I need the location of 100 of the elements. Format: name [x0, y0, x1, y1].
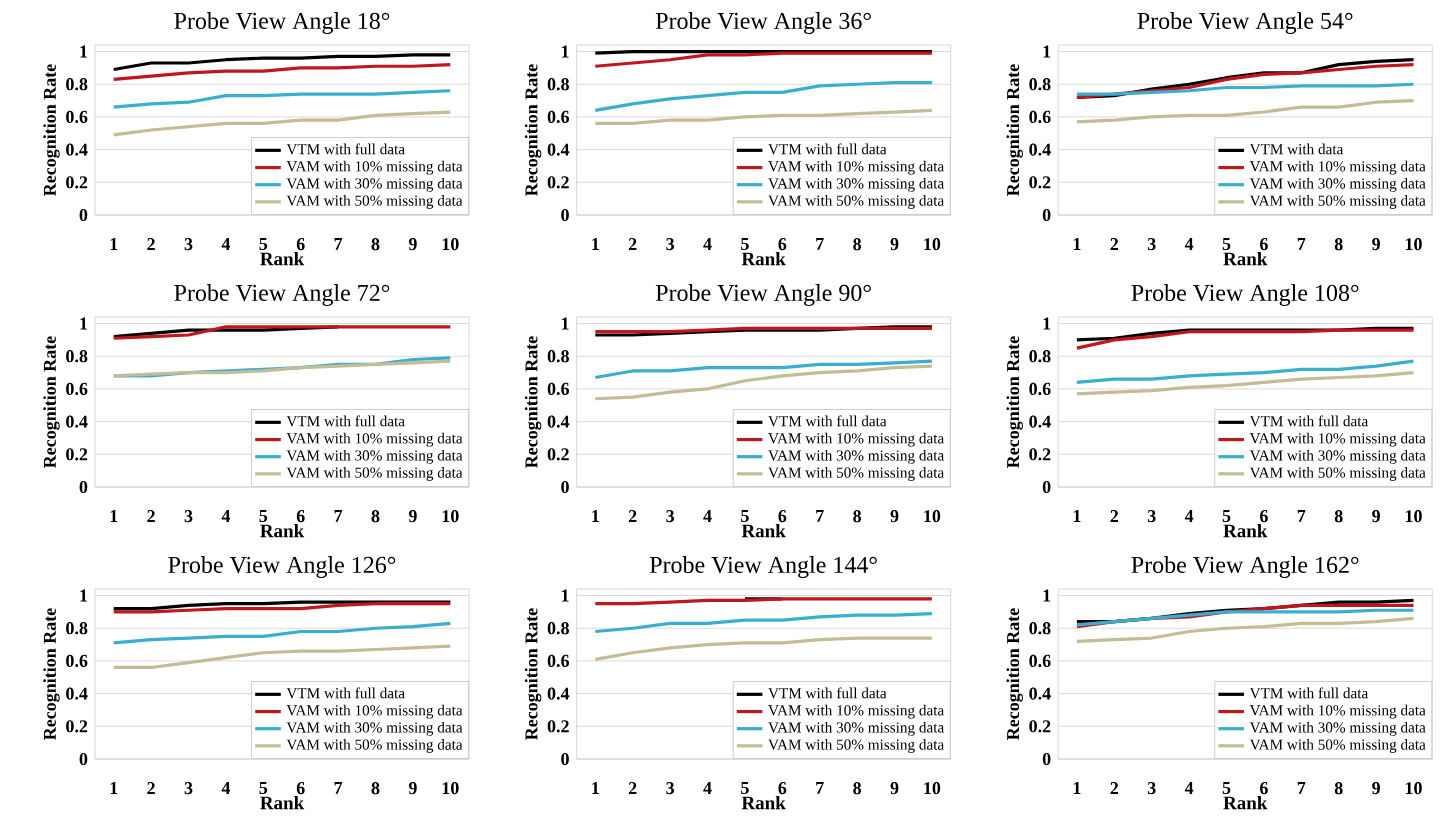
y-tick-label: 0.8 — [66, 350, 88, 363]
legend-label: VAM with 30% missing data — [286, 449, 463, 464]
x-axis-title: Rank — [260, 523, 305, 538]
y-tick-label: 1 — [1043, 317, 1051, 330]
legend-label: VAM with 30% missing data — [1249, 177, 1426, 192]
x-tick-label: 2 — [628, 782, 637, 794]
x-tick-label: 7 — [816, 782, 824, 794]
y-tick-label: 0.4 — [66, 143, 88, 156]
x-tick-label: 6 — [296, 510, 305, 523]
x-tick-label: 2 — [1110, 510, 1119, 522]
legend-label: VTM with full data — [768, 687, 887, 699]
legend-label: VAM with 50% missing data — [286, 467, 463, 481]
legend-label: VAM with 50% missing data — [768, 739, 945, 753]
y-tick-label: 0 — [1042, 752, 1051, 766]
x-axis-title: Rank — [1223, 251, 1268, 266]
chart-title: Probe View Angle 108° — [1131, 284, 1359, 306]
y-tick-label: 1 — [80, 589, 87, 602]
y-axis-title: Recognition Rate — [524, 336, 542, 468]
x-tick-label: 8 — [853, 782, 862, 795]
x-tick-label: 7 — [816, 510, 824, 522]
x-tick-label: 7 — [816, 238, 824, 250]
legend-label: VAM with 10% missing data — [286, 160, 463, 175]
y-tick-label: 1 — [1043, 589, 1051, 602]
legend-label: VAM with 50% missing data — [768, 195, 945, 209]
x-tick-label: 9 — [1372, 782, 1380, 795]
x-tick-label: 4 — [703, 238, 712, 250]
x-tick-label: 10 — [924, 782, 941, 795]
y-tick-label: 0 — [1042, 480, 1051, 494]
x-axis-title: Rank — [260, 251, 305, 266]
x-tick-label: 4 — [221, 510, 231, 522]
y-tick-label: 1 — [1043, 45, 1051, 58]
legend-label: VAM with 50% missing data — [1249, 195, 1426, 209]
y-tick-label: 0.8 — [1029, 622, 1051, 635]
x-tick-label: 2 — [147, 782, 155, 794]
y-tick-label: 0.8 — [1029, 78, 1051, 91]
legend-label: VTM with full data — [286, 143, 405, 155]
x-tick-label: 1 — [592, 782, 599, 794]
x-tick-label: 8 — [853, 238, 862, 251]
y-tick-label: 0.4 — [66, 687, 88, 700]
x-tick-label: 3 — [666, 238, 674, 251]
legend-label: VAM with 10% missing data — [1249, 160, 1426, 175]
x-tick-label: 7 — [334, 238, 343, 250]
y-tick-label: 0.4 — [547, 687, 570, 700]
y-tick-label: 0.4 — [1029, 143, 1051, 156]
y-tick-label: 1 — [80, 45, 87, 58]
y-tick-label: 0.6 — [66, 654, 88, 668]
x-tick-label: 2 — [147, 510, 155, 522]
x-tick-label: 3 — [1147, 510, 1156, 523]
legend-label: VTM with full data — [286, 415, 405, 427]
x-axis-title: Rank — [741, 795, 786, 810]
y-tick-label: 0.2 — [547, 448, 569, 461]
x-tick-label: 8 — [371, 510, 380, 523]
x-tick-label: 2 — [628, 238, 637, 250]
legend-label: VAM with 30% missing data — [286, 721, 463, 736]
y-tick-label: 0.2 — [66, 720, 88, 733]
x-tick-label: 6 — [1260, 782, 1268, 795]
x-tick-label: 10 — [1405, 238, 1422, 251]
legend-label: VAM with 10% missing data — [286, 704, 463, 719]
x-tick-label: 5 — [741, 782, 749, 795]
legend-label: VAM with 50% missing data — [286, 195, 463, 209]
legend-label: VAM with 10% missing data — [1249, 432, 1426, 447]
y-tick-label: 0 — [561, 480, 569, 494]
x-tick-label: 3 — [184, 238, 193, 251]
x-tick-label: 1 — [110, 238, 118, 250]
x-tick-label: 9 — [890, 510, 899, 523]
y-tick-label: 0 — [561, 752, 569, 766]
x-tick-label: 9 — [890, 238, 899, 251]
x-tick-label: 1 — [1073, 510, 1081, 522]
x-tick-label: 6 — [778, 782, 787, 795]
legend-label: VAM with 10% missing data — [768, 432, 945, 447]
legend-label: VTM with data — [1249, 143, 1344, 155]
y-tick-label: 0.8 — [547, 350, 569, 363]
chart-title: Probe View Angle 36° — [655, 12, 871, 34]
y-tick-label: 0.8 — [547, 622, 569, 635]
chart-title: Probe View Angle 144° — [649, 556, 877, 578]
y-tick-label: 1 — [561, 45, 569, 58]
x-tick-label: 4 — [1184, 510, 1194, 522]
x-tick-label: 8 — [1334, 238, 1343, 251]
y-tick-label: 0.4 — [547, 415, 570, 428]
y-axis-title: Recognition Rate — [1006, 336, 1023, 468]
x-tick-label: 4 — [1184, 238, 1194, 250]
x-tick-label: 4 — [221, 238, 231, 250]
legend-label: VAM with 30% missing data — [768, 177, 945, 192]
y-axis-title: Recognition Rate — [1006, 64, 1023, 196]
x-tick-label: 9 — [408, 510, 417, 523]
x-tick-label: 1 — [110, 510, 118, 522]
x-tick-label: 5 — [259, 510, 268, 523]
y-tick-label: 0.2 — [1029, 176, 1051, 189]
x-tick-label: 5 — [259, 238, 268, 251]
x-tick-label: 7 — [334, 782, 343, 794]
x-axis-title: Rank — [741, 523, 786, 538]
y-tick-label: 0.8 — [66, 622, 88, 635]
legend-label: VAM with 10% missing data — [768, 704, 945, 719]
chart-title: Probe View Angle 162° — [1131, 556, 1359, 578]
x-tick-label: 8 — [1334, 510, 1343, 523]
y-axis-title: Recognition Rate — [524, 608, 542, 740]
legend-label: VTM with full data — [1249, 415, 1369, 427]
y-tick-label: 1 — [80, 317, 87, 330]
x-tick-label: 10 — [1405, 510, 1422, 523]
legend-label: VTM with full data — [768, 415, 887, 427]
